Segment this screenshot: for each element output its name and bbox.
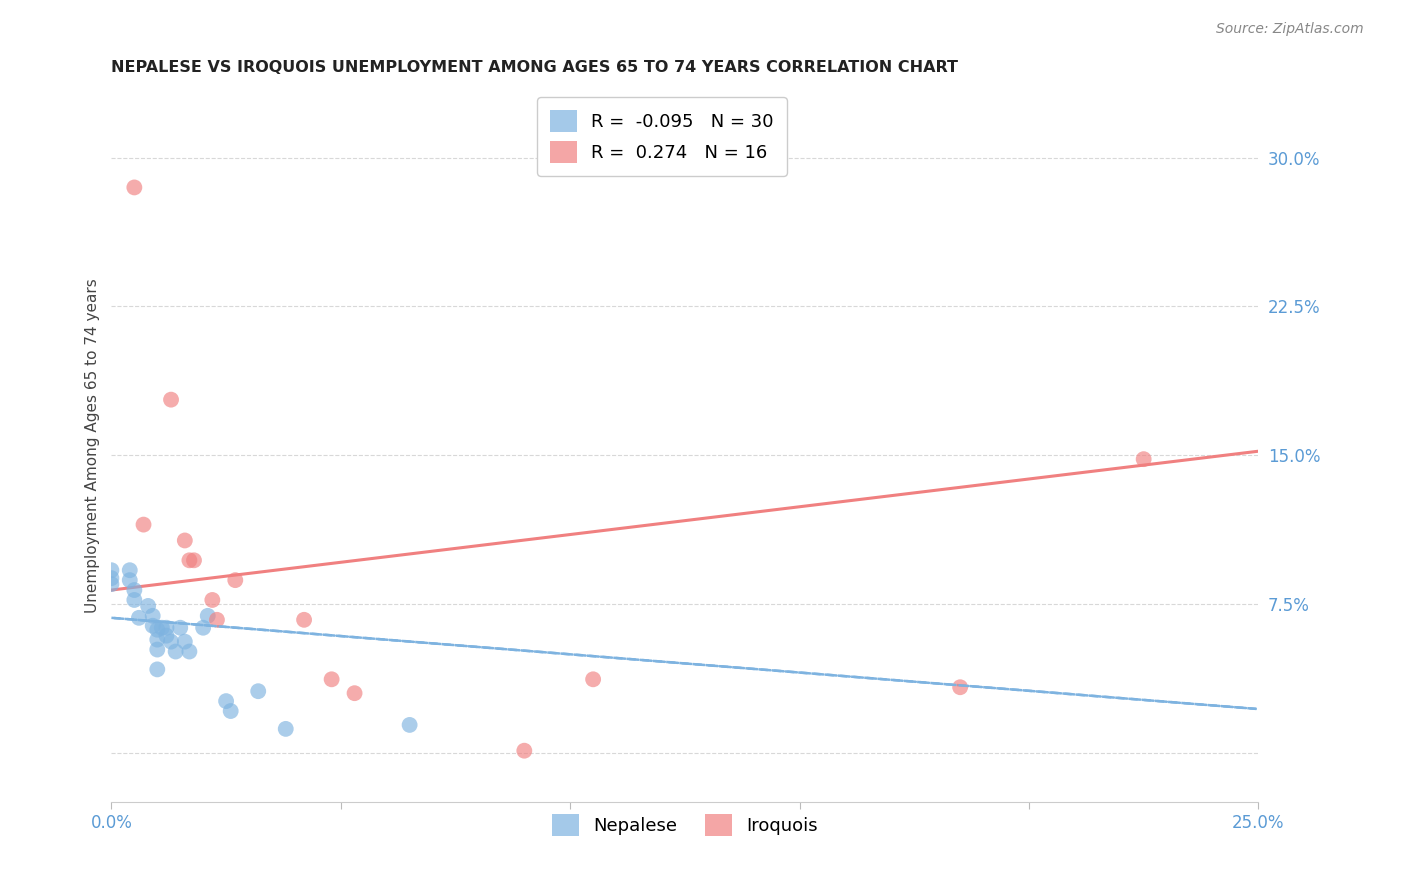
Point — [1132, 452, 1154, 467]
Point — [343, 686, 366, 700]
Point — [146, 662, 169, 676]
Point — [142, 608, 165, 623]
Point — [124, 180, 146, 194]
Point — [146, 642, 169, 657]
Point — [142, 619, 165, 633]
Point — [124, 582, 146, 597]
Legend: Nepalese, Iroquois: Nepalese, Iroquois — [544, 806, 825, 843]
Point — [173, 533, 195, 548]
Point — [215, 694, 238, 708]
Y-axis label: Unemployment Among Ages 65 to 74 years: Unemployment Among Ages 65 to 74 years — [86, 278, 100, 613]
Point — [321, 673, 343, 687]
Point — [513, 744, 536, 758]
Point — [949, 680, 972, 694]
Point — [146, 632, 169, 647]
Point — [150, 621, 173, 635]
Point — [100, 571, 122, 585]
Point — [169, 621, 191, 635]
Point — [247, 684, 270, 698]
Point — [118, 573, 141, 587]
Point — [100, 563, 122, 577]
Point — [165, 644, 187, 658]
Point — [224, 573, 246, 587]
Point — [219, 704, 242, 718]
Point — [155, 629, 177, 643]
Point — [582, 673, 605, 687]
Point — [274, 722, 297, 736]
Point — [100, 577, 122, 591]
Point — [146, 623, 169, 637]
Text: NEPALESE VS IROQUOIS UNEMPLOYMENT AMONG AGES 65 TO 74 YEARS CORRELATION CHART: NEPALESE VS IROQUOIS UNEMPLOYMENT AMONG … — [111, 60, 959, 75]
Point — [292, 613, 315, 627]
Point — [179, 553, 201, 567]
Point — [132, 517, 155, 532]
Point — [398, 718, 420, 732]
Point — [160, 392, 183, 407]
Point — [205, 613, 228, 627]
Point — [183, 553, 205, 567]
Point — [160, 634, 183, 648]
Point — [173, 634, 195, 648]
Point — [201, 593, 224, 607]
Point — [179, 644, 201, 658]
Point — [136, 599, 159, 613]
Point — [155, 621, 177, 635]
Text: Source: ZipAtlas.com: Source: ZipAtlas.com — [1216, 22, 1364, 37]
Point — [191, 621, 214, 635]
Point — [124, 593, 146, 607]
Point — [128, 611, 150, 625]
Point — [197, 608, 219, 623]
Point — [118, 563, 141, 577]
